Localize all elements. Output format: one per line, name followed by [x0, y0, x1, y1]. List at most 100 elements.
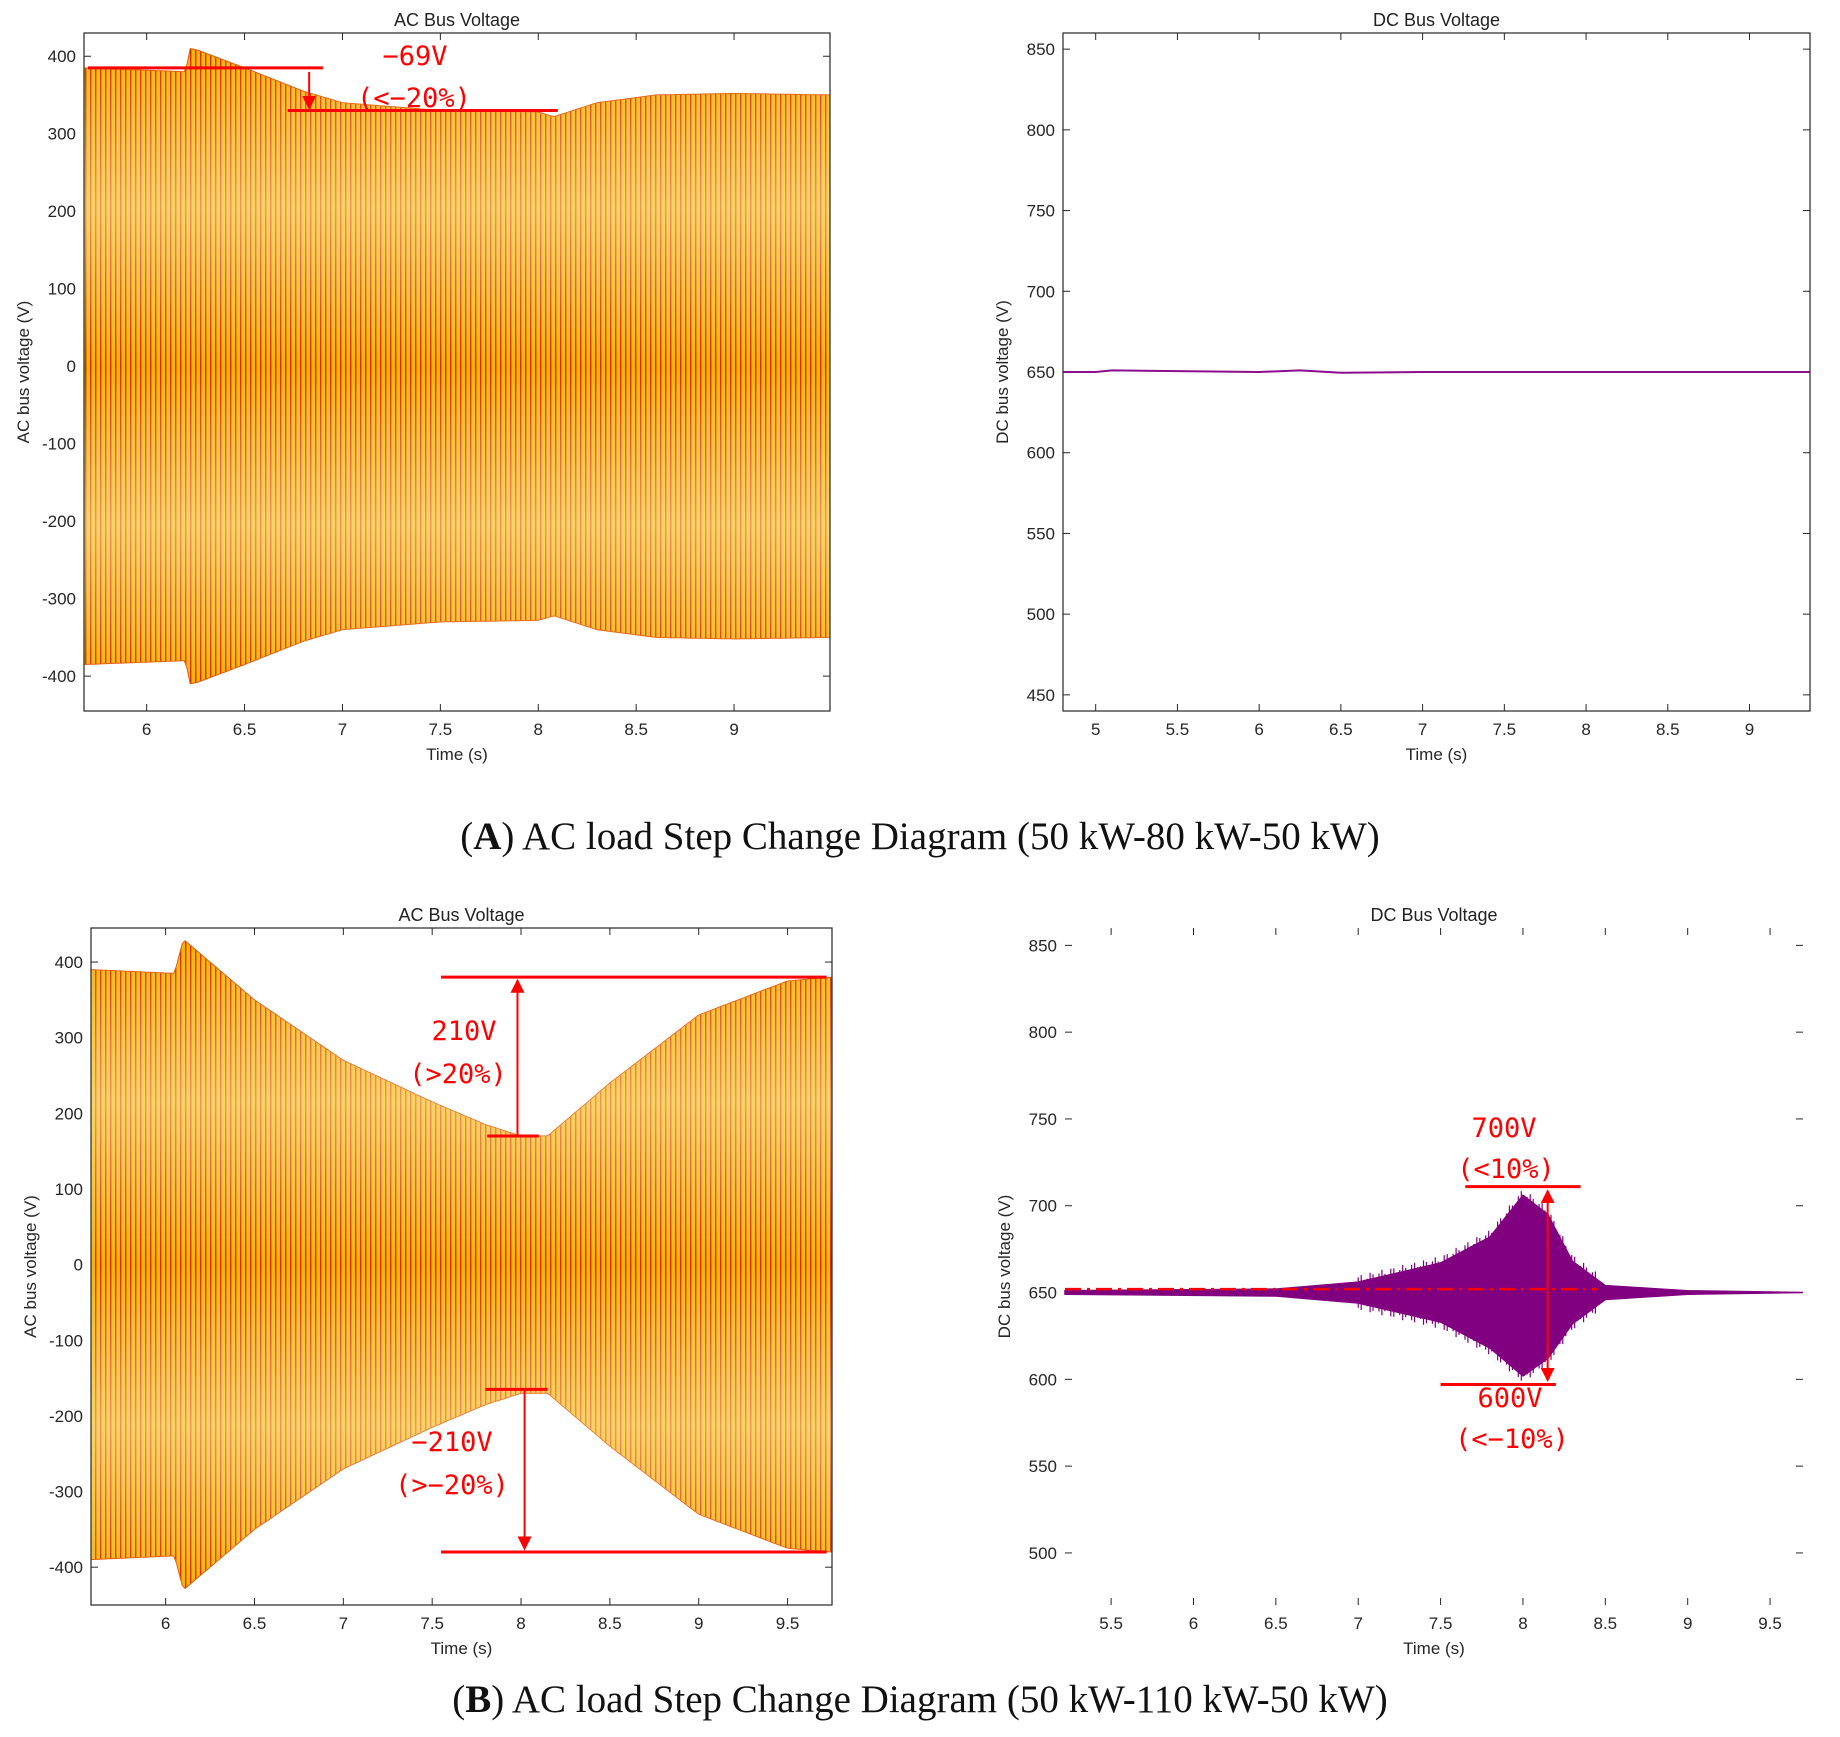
panel-a-dc-bus-voltage: DC Bus Voltage 5 5.5 6 6.5 7 7.5 8 8.5 9 850 800 750… [993, 10, 1811, 764]
x-tick-label: 6.5 [233, 720, 257, 739]
x-tick-label: 9.5 [776, 1614, 800, 1633]
axes-frame [1062, 32, 1811, 712]
dc-oscillation-spikes [1357, 1191, 1596, 1381]
caption-a: (A) AC load Step Change Diagram (50 kW-8… [460, 815, 1380, 858]
caption-b: (B) AC load Step Change Diagram (50 kW-1… [452, 1678, 1387, 1721]
x-tick-label: 9 [1683, 1614, 1692, 1633]
annotation-upper-percent: (<10%) [1457, 1154, 1555, 1185]
x-tick-label: 7 [1353, 1614, 1362, 1633]
x-tick-label: 6.5 [1264, 1614, 1288, 1633]
panel-b-dc-bus-voltage: DC Bus Voltage 5.5 6 6.5 7 7.5 8 8.5 9 9.5 850 800 7… [995, 905, 1804, 1658]
x-axis-label: Time (s) [426, 745, 488, 764]
x-tick-label: 7.5 [1493, 720, 1517, 739]
dc-oscillation-envelope [1064, 1194, 1804, 1377]
y-tick-label: 450 [1027, 686, 1055, 705]
x-tick-label: 7.5 [429, 720, 453, 739]
annotation-value: −69V [382, 41, 447, 72]
annotation-percent: (<−20%) [357, 83, 471, 114]
y-tick-label: 0 [74, 1256, 83, 1275]
x-tick-label: 6 [1189, 1614, 1198, 1633]
y-tick-label: -300 [42, 590, 76, 609]
x-axis-label: Time (s) [431, 1639, 493, 1658]
y-tick-label: -100 [42, 435, 76, 454]
x-tick-label: 6.5 [1329, 720, 1353, 739]
y-tick-label: 650 [1027, 363, 1055, 382]
annotation-lower-percent: (<−10%) [1455, 1424, 1569, 1455]
y-axis-label: AC bus voltage (V) [14, 301, 33, 444]
x-tick-label: 5.5 [1166, 720, 1190, 739]
x-tick-label: 7 [339, 1614, 348, 1633]
x-tick-label: 8.5 [1656, 720, 1680, 739]
y-tick-label: 200 [48, 202, 76, 221]
x-tick-label: 5 [1091, 720, 1100, 739]
panel-a-ac-bus-voltage: AC Bus Voltage 6 6.5 7 7.5 8 8.5 9 400 300 200 100 0… [14, 10, 831, 764]
y-tick-label: 650 [1029, 1284, 1057, 1303]
x-tick-label: 7 [338, 720, 347, 739]
y-tick-label: 400 [55, 953, 83, 972]
y-tick-label: 500 [1027, 605, 1055, 624]
axes-frame [83, 32, 831, 712]
caption-b-text: AC load Step Change Diagram (50 kW-110 k… [512, 1678, 1388, 1721]
y-tick-label: -200 [49, 1407, 83, 1426]
x-tick-label: 9 [729, 720, 738, 739]
y-tick-label: 750 [1029, 1110, 1057, 1129]
y-axis-label: DC bus voltage (V) [995, 1195, 1014, 1339]
caption-a-label: A [473, 815, 501, 858]
y-tick-label: 550 [1029, 1457, 1057, 1476]
x-tick-label: 7.5 [420, 1614, 444, 1633]
y-tick-label: -100 [49, 1331, 83, 1350]
y-tick-label: 700 [1029, 1197, 1057, 1216]
y-tick-label: 850 [1029, 936, 1057, 955]
x-tick-label: 8.5 [1594, 1614, 1618, 1633]
dc-voltage-line [1063, 369, 1810, 374]
y-tick-label: 100 [48, 280, 76, 299]
y-axis-label: AC bus voltage (V) [21, 1195, 40, 1338]
x-tick-label: 6 [142, 720, 151, 739]
chart-title: DC Bus Voltage [1373, 10, 1500, 30]
x-tick-label: 5.5 [1099, 1614, 1123, 1633]
y-tick-label: 800 [1027, 121, 1055, 140]
caption-b-label: B [465, 1678, 491, 1721]
y-tick-label: 700 [1027, 282, 1055, 301]
x-tick-label: 6 [161, 1614, 170, 1633]
x-tick-label: 9.5 [1758, 1614, 1782, 1633]
x-tick-label: 6 [1254, 720, 1263, 739]
x-tick-label: 7 [1418, 720, 1427, 739]
x-tick-label: 8.5 [598, 1614, 622, 1633]
annotation-upper-value: 210V [431, 1016, 496, 1047]
y-tick-label: 300 [48, 125, 76, 144]
chart-title: AC Bus Voltage [398, 905, 524, 925]
y-tick-label: 550 [1027, 524, 1055, 543]
y-tick-label: 750 [1027, 202, 1055, 221]
y-tick-label: -400 [49, 1558, 83, 1577]
x-tick-label: 7.5 [1429, 1614, 1453, 1633]
y-tick-label: 0 [67, 357, 76, 376]
chart-title: AC Bus Voltage [394, 10, 520, 30]
y-tick-label: 300 [55, 1029, 83, 1048]
axes-frame [90, 927, 833, 1606]
x-tick-label: 8.5 [624, 720, 648, 739]
annotation-lower-value: −210V [411, 1427, 492, 1458]
chart-title: DC Bus Voltage [1370, 905, 1497, 925]
x-tick-label: 6.5 [243, 1614, 267, 1633]
x-tick-label: 9 [694, 1614, 703, 1633]
caption-a-text: AC load Step Change Diagram (50 kW-80 kW… [522, 815, 1380, 858]
y-tick-label: 800 [1029, 1023, 1057, 1042]
y-axis-label: DC bus voltage (V) [993, 300, 1012, 444]
y-tick-label: 600 [1027, 444, 1055, 463]
x-tick-label: 8 [516, 1614, 525, 1633]
y-tick-label: -400 [42, 667, 76, 686]
y-tick-label: 600 [1029, 1370, 1057, 1389]
x-axis-label: Time (s) [1406, 745, 1468, 764]
panel-b-ac-bus-voltage: AC Bus Voltage 6 6.5 7 7.5 8 8.5 9 9.5 400 300 200 1… [21, 905, 833, 1658]
ac-voltage-glow [91, 940, 832, 1589]
annotation-lower-value: 600V [1477, 1383, 1542, 1414]
y-tick-label: 850 [1027, 40, 1055, 59]
x-tick-label: 9 [1745, 720, 1754, 739]
annotation-lower-percent: (>−20%) [395, 1470, 509, 1501]
y-tick-label: -300 [49, 1483, 83, 1502]
y-tick-label: 100 [55, 1180, 83, 1199]
y-tick-label: 500 [1029, 1544, 1057, 1563]
x-axis-label: Time (s) [1403, 1639, 1465, 1658]
